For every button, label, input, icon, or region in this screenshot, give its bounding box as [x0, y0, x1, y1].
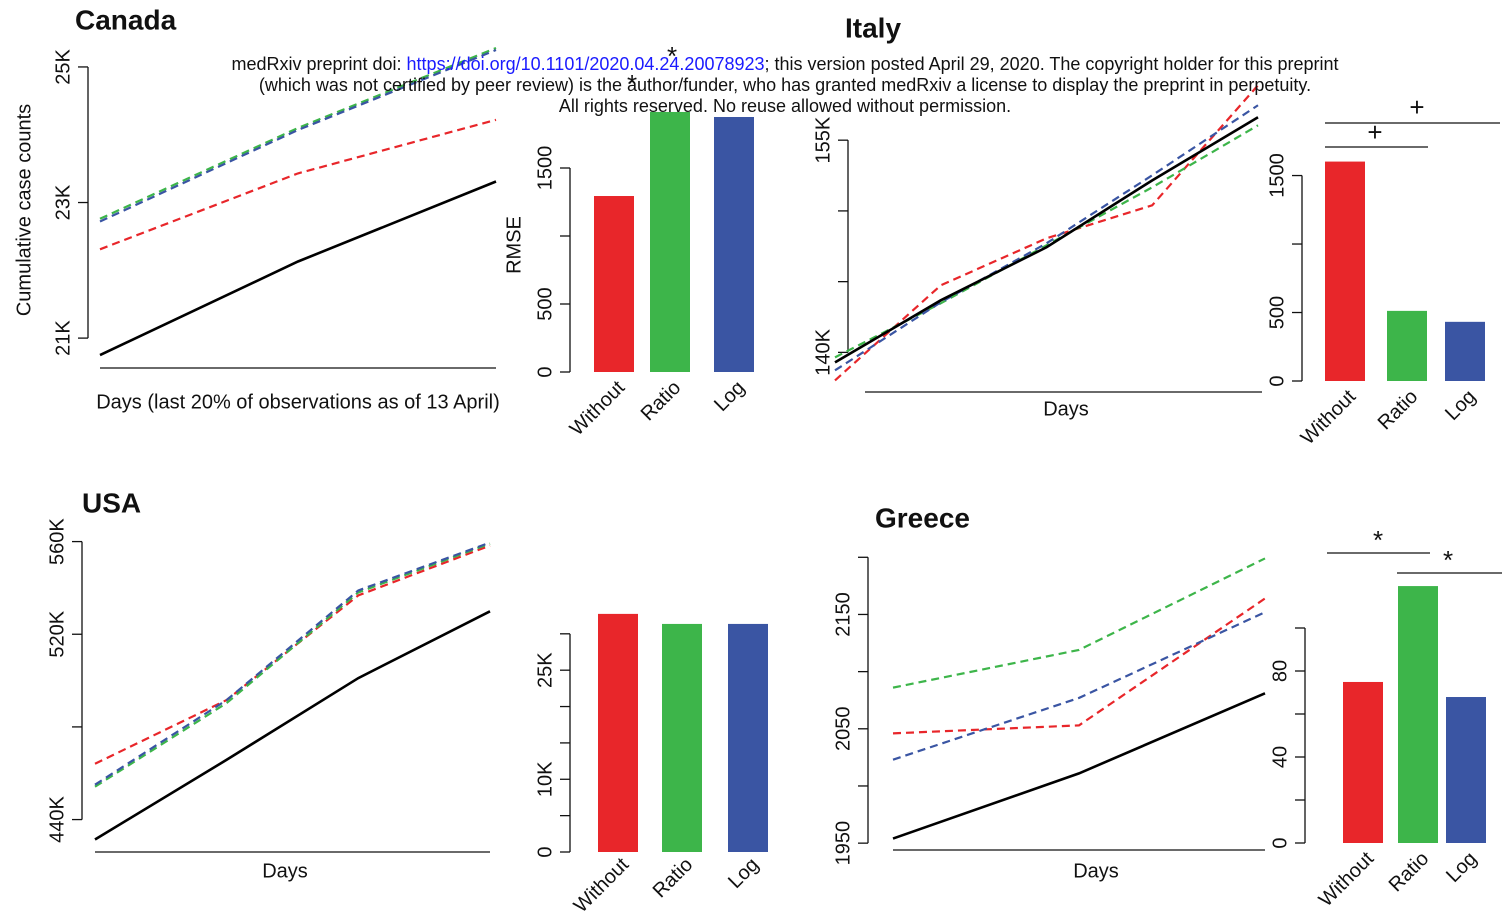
series-line — [99, 48, 497, 223]
series-line — [94, 541, 491, 786]
annotation: * — [627, 69, 637, 99]
y-axis-label: RMSE — [503, 216, 525, 274]
series-line — [99, 46, 497, 220]
y-axis-label: Cumulative case counts — [13, 104, 35, 316]
series-line — [94, 542, 491, 788]
header-text: medRxiv preprint doi: — [231, 54, 407, 74]
chart-title: Greece — [875, 502, 970, 533]
series-line — [834, 84, 1259, 382]
series-line — [834, 104, 1259, 372]
y-tick-label: 40 — [1269, 746, 1291, 768]
y-tick-label: 500 — [1266, 296, 1288, 329]
x-tick-label: Log — [1441, 386, 1480, 425]
chart-title: Canada — [75, 4, 177, 35]
x-tick-label: Without — [570, 853, 634, 917]
y-tick-label: 560K — [46, 518, 68, 565]
y-tick-label: 1500 — [534, 146, 556, 191]
y-tick-label: 0 — [1266, 375, 1288, 386]
y-tick-label: 155K — [812, 116, 834, 163]
bar — [1446, 697, 1486, 843]
series-line — [99, 180, 497, 357]
bar — [594, 196, 634, 372]
series-line — [892, 557, 1266, 689]
series-line — [892, 611, 1266, 761]
header-line: medRxiv preprint doi: https://doi.org/10… — [58, 54, 1512, 75]
x-axis-label: Days — [1073, 860, 1119, 882]
bar — [714, 117, 754, 372]
annotation: + — [1367, 117, 1382, 147]
doi-link[interactable]: https://doi.org/10.1101/2020.04.24.20078… — [406, 54, 765, 74]
y-tick-label: 1500 — [1266, 153, 1288, 198]
bar — [1343, 681, 1383, 843]
y-tick-label: 80 — [1269, 660, 1291, 682]
annotation: * — [1443, 545, 1453, 575]
annotation: + — [1409, 92, 1424, 122]
series-line — [834, 116, 1259, 364]
x-axis-label: Days — [1043, 398, 1089, 420]
x-axis-label: Days — [262, 860, 308, 882]
bar — [1325, 161, 1365, 381]
y-tick-label: 0 — [534, 846, 556, 857]
annotation: * — [1373, 525, 1383, 555]
chart-title: Italy — [845, 12, 901, 43]
x-tick-label: Ratio — [1385, 848, 1434, 897]
bar — [598, 613, 638, 852]
header-text: ; this version posted April 29, 2020. Th… — [764, 54, 1339, 74]
y-tick-label: 140K — [812, 328, 834, 375]
x-tick-label: Log — [710, 377, 749, 416]
y-tick-label: 25K — [534, 652, 556, 688]
series-line — [892, 597, 1266, 735]
y-tick-label: 10K — [534, 761, 556, 797]
chart-title: USA — [82, 487, 141, 518]
x-tick-label: Log — [724, 854, 763, 893]
x-tick-label: Without — [1297, 385, 1361, 449]
y-tick-label: 520K — [46, 610, 68, 657]
x-tick-label: Without — [566, 376, 630, 440]
bar — [1445, 321, 1485, 381]
bar — [728, 623, 768, 852]
series-line — [94, 544, 491, 765]
x-tick-label: Log — [1442, 848, 1481, 887]
x-tick-label: Ratio — [649, 854, 698, 903]
y-tick-label: 1950 — [832, 821, 854, 866]
x-tick-label: Ratio — [1374, 386, 1423, 435]
y-tick-label: 440K — [46, 796, 68, 843]
series-line — [94, 610, 491, 841]
x-axis-label: Days (last 20% of observations as of 13 … — [96, 391, 500, 413]
annotation: * — [667, 41, 677, 71]
bar — [650, 111, 690, 372]
y-tick-label: 23K — [52, 184, 74, 220]
bar — [1387, 310, 1427, 381]
bar — [1398, 586, 1438, 843]
x-tick-label: Without — [1315, 847, 1379, 911]
y-tick-label: 0 — [1269, 837, 1291, 848]
series-line — [892, 692, 1266, 840]
header-line: All rights reserved. No reuse allowed wi… — [558, 96, 1012, 116]
header-line: (which was not certified by peer review)… — [258, 75, 1312, 95]
y-tick-label: 25K — [52, 48, 74, 84]
y-tick-label: 0 — [534, 366, 556, 377]
x-tick-label: Ratio — [637, 377, 686, 426]
preprint-header: medRxiv preprint doi: https://doi.org/10… — [58, 54, 1512, 117]
y-tick-label: 2150 — [832, 592, 854, 637]
y-tick-label: 500 — [534, 287, 556, 320]
bar — [662, 623, 702, 852]
y-tick-label: 21K — [52, 320, 74, 356]
y-tick-label: 2050 — [832, 707, 854, 752]
series-line — [99, 118, 497, 251]
